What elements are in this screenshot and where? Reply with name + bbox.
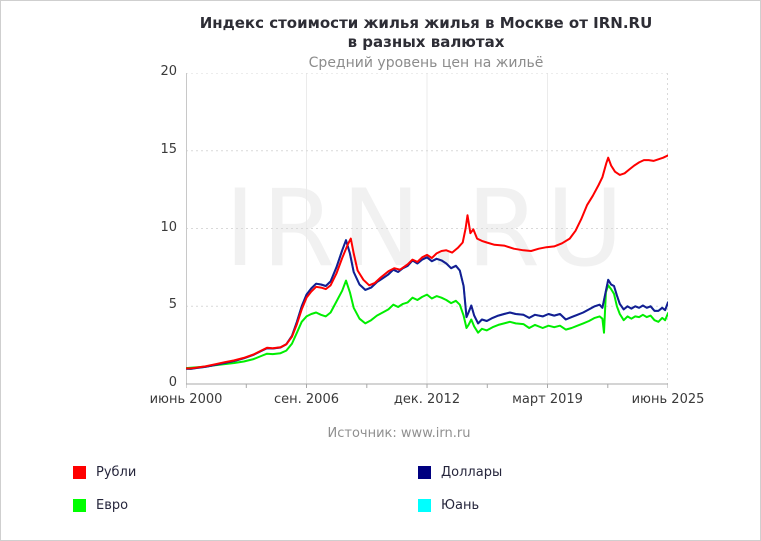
y-tick-label: 5 bbox=[168, 297, 177, 313]
x-tick-label: март 2019 bbox=[512, 392, 583, 407]
y-tick-label: 20 bbox=[160, 64, 177, 79]
rub-color-swatch-icon bbox=[73, 465, 86, 479]
y-tick-label: 0 bbox=[168, 375, 177, 390]
x-tick-label: июнь 2025 bbox=[631, 392, 705, 407]
usd-color-swatch-icon bbox=[418, 465, 431, 479]
y-tick-label: 15 bbox=[160, 141, 177, 157]
x-tick-label: июнь 2000 bbox=[149, 392, 223, 407]
legend-item-cny: Юань bbox=[418, 497, 693, 513]
plot-area: IRN.RU bbox=[186, 73, 668, 388]
legend-item-eur: Евро bbox=[73, 497, 418, 513]
y-tick-label: 10 bbox=[160, 219, 177, 235]
legend-label-cny: Юань bbox=[441, 497, 480, 513]
legend-label-eur: Евро bbox=[96, 497, 129, 513]
chart-title-line2: в разных валютах bbox=[347, 33, 505, 51]
legend: Рубли Доллары Евро Юань bbox=[73, 464, 693, 513]
plot-svg bbox=[186, 73, 668, 388]
legend-label-usd: Доллары bbox=[441, 464, 503, 480]
source-caption: Источник: www.irn.ru bbox=[327, 426, 471, 441]
series-line-eur bbox=[186, 279, 668, 370]
legend-item-usd: Доллары bbox=[418, 464, 693, 480]
eur-color-swatch-icon bbox=[73, 498, 86, 512]
legend-label-rub: Рубли bbox=[96, 464, 137, 480]
chart-subtitle: Средний уровень цен на жильё bbox=[308, 55, 544, 71]
series-line-rub bbox=[186, 154, 668, 370]
chart-title-line1: Индекс стоимости жилья жилья в Москве от… bbox=[199, 14, 653, 32]
x-tick-label: дек. 2012 bbox=[393, 392, 461, 407]
chart-header: Индекс стоимости жилья жилья в Москве от… bbox=[136, 14, 716, 72]
cny-color-swatch-icon bbox=[418, 498, 431, 512]
legend-item-rub: Рубли bbox=[73, 464, 418, 480]
x-tick-label: сен. 2006 bbox=[274, 392, 339, 407]
